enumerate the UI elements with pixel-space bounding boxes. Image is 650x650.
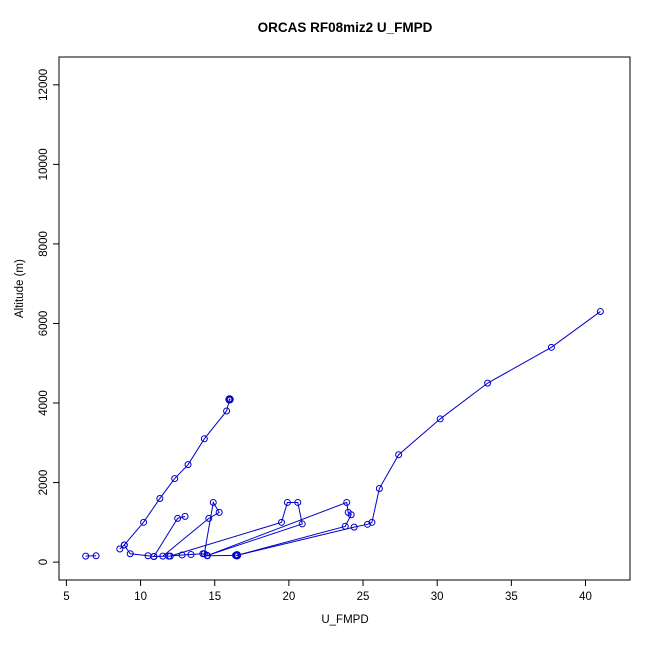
data-point-marker <box>187 551 195 559</box>
data-point-marker <box>209 498 217 506</box>
x-tick-label: 25 <box>357 591 370 603</box>
data-point-marker <box>283 498 291 506</box>
chart-title: ORCAS RF08miz2 U_FMPD <box>257 20 433 35</box>
data-point-marker <box>150 553 158 561</box>
data-point-marker <box>277 518 285 526</box>
data-point-marker <box>596 308 604 316</box>
series-line <box>207 501 352 557</box>
data-point-marker <box>159 552 167 560</box>
data-point-marker <box>298 520 306 528</box>
y-tick-label: 10000 <box>38 148 50 180</box>
data-point-marker <box>484 379 492 387</box>
series-line <box>170 501 303 557</box>
bold-data-point-marker <box>225 395 234 404</box>
x-tick-label: 20 <box>282 591 295 603</box>
data-point-marker <box>343 498 351 506</box>
data-point-marker <box>375 485 383 493</box>
data-point-marker <box>223 407 231 415</box>
x-tick-label: 40 <box>579 591 592 603</box>
data-point-marker <box>395 451 403 459</box>
series-line <box>123 399 231 546</box>
bold-data-point-center <box>228 398 231 401</box>
data-point-marker <box>140 518 148 526</box>
y-tick-label: 8000 <box>38 231 50 257</box>
data-point-marker <box>363 520 371 528</box>
data-point-marker <box>347 511 355 519</box>
data-point-marker <box>350 523 358 531</box>
x-axis-label: U_FMPD <box>321 614 369 626</box>
data-point-marker <box>205 514 213 522</box>
data-point-marker <box>156 494 164 502</box>
y-tick-label: 6000 <box>38 311 50 337</box>
x-tick-label: 5 <box>63 591 69 603</box>
series-line <box>119 544 236 558</box>
bold-data-point-center <box>236 554 238 557</box>
data-point-marker <box>547 343 555 351</box>
data-point-marker <box>82 552 90 560</box>
data-point-marker <box>126 550 134 558</box>
x-tick-label: 35 <box>505 591 518 603</box>
data-point-marker <box>171 475 179 483</box>
data-point-marker <box>184 461 192 469</box>
data-point-marker <box>120 541 128 549</box>
x-tick-label: 30 <box>431 591 444 603</box>
bold-data-point-marker <box>232 551 242 560</box>
x-tick-label: 10 <box>134 591 147 603</box>
data-point-marker <box>181 512 189 520</box>
data-point-marker <box>200 435 208 443</box>
data-point-marker <box>116 545 124 553</box>
data-point-marker <box>92 552 100 560</box>
data-point-marker <box>166 552 174 560</box>
data-point-marker <box>368 518 376 526</box>
plot-border <box>58 56 631 581</box>
data-point-marker <box>203 552 211 560</box>
x-tick-label: 15 <box>208 591 221 603</box>
data-point-marker <box>215 508 223 516</box>
series-line <box>236 311 601 556</box>
data-point-marker <box>178 551 186 559</box>
series-line <box>162 501 220 557</box>
y-tick-label: 4000 <box>38 390 50 416</box>
data-point-marker <box>174 514 182 522</box>
data-point-marker <box>436 415 444 423</box>
data-point-marker <box>294 498 302 506</box>
y-tick-label: 0 <box>38 559 50 565</box>
y-tick-label: 12000 <box>38 69 50 101</box>
y-tick-label: 2000 <box>38 470 50 496</box>
